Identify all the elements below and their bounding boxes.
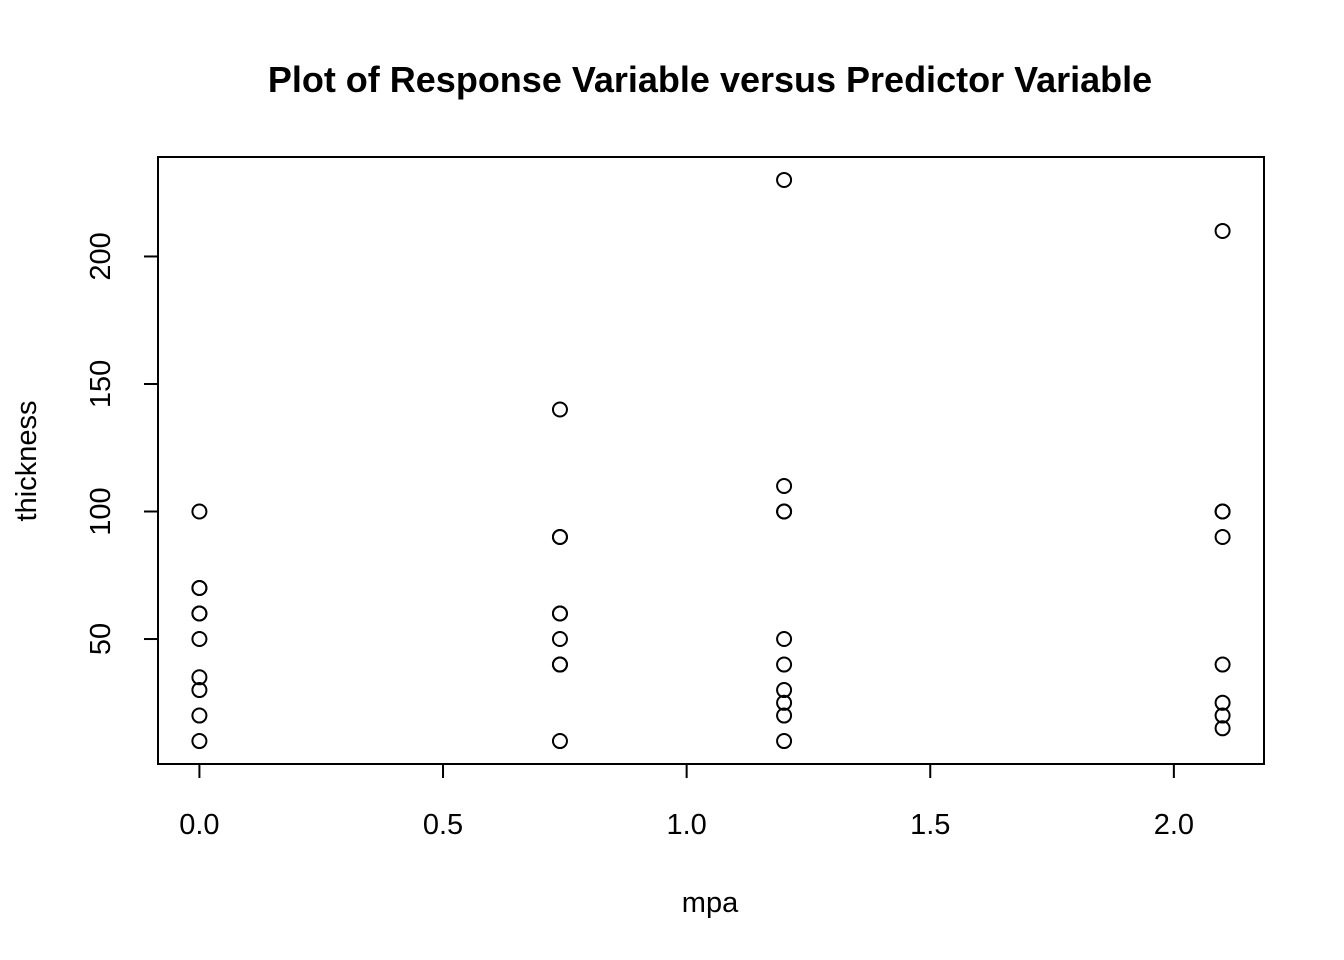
data-point — [191, 669, 208, 686]
data-point — [191, 580, 208, 597]
x-tick-label: 1.5 — [910, 809, 950, 841]
data-point — [191, 503, 208, 520]
y-tick-label: 50 — [85, 623, 117, 655]
data-point — [776, 631, 793, 648]
data-point — [1214, 707, 1231, 724]
data-point — [191, 733, 208, 750]
x-axis: 0.0 0.5 1.0 1.5 2.0 — [179, 763, 1194, 841]
data-point — [551, 401, 568, 418]
data-point — [191, 631, 208, 648]
x-tick-label: 0.0 — [179, 809, 219, 841]
chart-title: Plot of Response Variable versus Predict… — [268, 59, 1152, 100]
data-point — [1214, 694, 1231, 711]
x-tick-label: 0.5 — [423, 809, 463, 841]
data-point — [776, 503, 793, 520]
data-point — [551, 605, 568, 622]
y-axis: 50 100 150 200 — [85, 232, 159, 655]
data-point — [191, 682, 208, 699]
y-tick-label: 200 — [85, 232, 117, 280]
data-point — [1214, 529, 1231, 546]
data-point — [551, 733, 568, 750]
data-points — [191, 171, 1231, 750]
data-point — [776, 707, 793, 724]
data-point — [551, 631, 568, 648]
data-point — [1214, 503, 1231, 520]
data-point — [191, 707, 208, 724]
data-point — [191, 605, 208, 622]
data-point — [551, 656, 568, 673]
data-point — [776, 478, 793, 495]
data-point — [776, 656, 793, 673]
x-axis-label: mpa — [682, 887, 739, 919]
data-point — [776, 682, 793, 699]
data-point — [776, 733, 793, 750]
data-point — [551, 529, 568, 546]
x-tick-label: 1.0 — [666, 809, 706, 841]
data-point — [1214, 656, 1231, 673]
data-point — [1214, 222, 1231, 239]
data-point — [1214, 720, 1231, 737]
data-point — [776, 171, 793, 188]
data-point — [776, 694, 793, 711]
plot-frame — [157, 156, 1265, 765]
y-tick-label: 150 — [85, 360, 117, 408]
y-tick-label: 100 — [85, 487, 117, 535]
y-axis-label: thickness — [11, 401, 43, 522]
x-tick-label: 2.0 — [1154, 809, 1194, 841]
